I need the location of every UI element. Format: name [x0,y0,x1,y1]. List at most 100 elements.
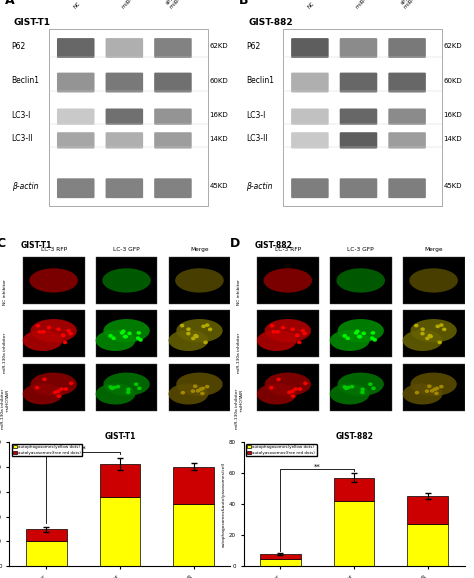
Ellipse shape [29,268,78,292]
Circle shape [433,388,436,391]
Circle shape [204,341,207,343]
Circle shape [57,390,60,392]
Circle shape [372,387,375,390]
Bar [408,524,448,566]
Circle shape [36,387,39,389]
Ellipse shape [30,319,77,342]
Ellipse shape [403,383,442,405]
Circle shape [62,334,64,336]
Ellipse shape [410,373,457,396]
FancyBboxPatch shape [291,38,328,58]
Circle shape [124,336,128,338]
Ellipse shape [410,319,457,342]
Circle shape [430,390,434,392]
Circle shape [62,334,65,336]
Circle shape [67,329,70,332]
Circle shape [38,331,41,333]
Circle shape [440,324,443,326]
Text: LC3-I: LC3-I [12,110,31,120]
Circle shape [110,387,114,390]
Circle shape [303,332,306,335]
Ellipse shape [330,330,370,351]
Bar [23,364,84,411]
Text: siHOTAIR+
miR-130a inhibitor: siHOTAIR+ miR-130a inhibitor [400,0,442,9]
Bar [403,364,465,411]
Text: B: B [239,0,249,8]
Circle shape [298,341,301,343]
Circle shape [282,327,285,329]
Circle shape [271,325,273,327]
Circle shape [64,341,67,343]
Text: P62: P62 [246,42,260,50]
Ellipse shape [102,268,151,292]
Text: 16KD: 16KD [210,112,228,118]
Text: NC inhibitor: NC inhibitor [3,280,7,305]
Circle shape [206,386,209,388]
Circle shape [356,330,359,332]
Circle shape [181,391,184,394]
Circle shape [351,386,354,388]
Circle shape [209,328,212,331]
Circle shape [109,386,112,388]
Text: Merge: Merge [190,247,209,252]
Title: GIST-T1: GIST-T1 [104,432,136,441]
Circle shape [191,337,195,339]
Circle shape [362,332,365,335]
Circle shape [361,388,364,391]
Bar [330,310,392,357]
Text: 45KD: 45KD [210,183,228,189]
Bar [403,310,465,357]
FancyBboxPatch shape [154,38,191,58]
Circle shape [138,387,141,390]
Circle shape [137,337,140,339]
Bar [334,501,374,566]
Ellipse shape [30,373,77,396]
Circle shape [343,335,346,337]
Text: 14KD: 14KD [444,136,462,142]
Bar [26,529,66,542]
Circle shape [435,392,438,395]
Circle shape [421,332,424,335]
Circle shape [277,378,280,380]
Bar [96,310,157,357]
Circle shape [112,337,115,339]
Circle shape [70,382,73,384]
Circle shape [372,332,374,334]
Text: miR-130a inhibitor
+siHOTAIR: miR-130a inhibitor +siHOTAIR [235,388,244,428]
Ellipse shape [175,268,224,292]
FancyBboxPatch shape [154,109,191,125]
Circle shape [57,328,60,331]
Bar [26,542,66,566]
Circle shape [135,383,138,386]
Text: miR-130a inhibitor: miR-130a inhibitor [237,333,241,373]
Bar [23,257,84,304]
FancyBboxPatch shape [106,38,143,58]
Ellipse shape [23,383,63,405]
Text: P62: P62 [12,42,26,50]
Text: 62KD: 62KD [444,43,462,49]
Circle shape [196,390,200,392]
Text: 60KD: 60KD [210,77,228,84]
Circle shape [128,332,131,335]
Circle shape [69,332,72,335]
FancyBboxPatch shape [106,178,143,198]
Ellipse shape [337,373,384,396]
Circle shape [120,332,124,334]
Text: GIST-882: GIST-882 [255,242,292,250]
Text: C: C [0,238,5,250]
Circle shape [201,392,204,395]
Circle shape [127,388,130,391]
Circle shape [202,325,205,328]
FancyBboxPatch shape [291,178,328,198]
Bar [330,364,392,411]
Ellipse shape [264,373,311,396]
FancyBboxPatch shape [388,38,426,58]
Circle shape [191,390,194,392]
Circle shape [304,382,307,384]
Circle shape [436,387,438,390]
Ellipse shape [330,383,370,405]
Bar [173,466,214,504]
Text: NC: NC [306,1,315,9]
Circle shape [291,328,294,331]
Circle shape [346,337,349,339]
